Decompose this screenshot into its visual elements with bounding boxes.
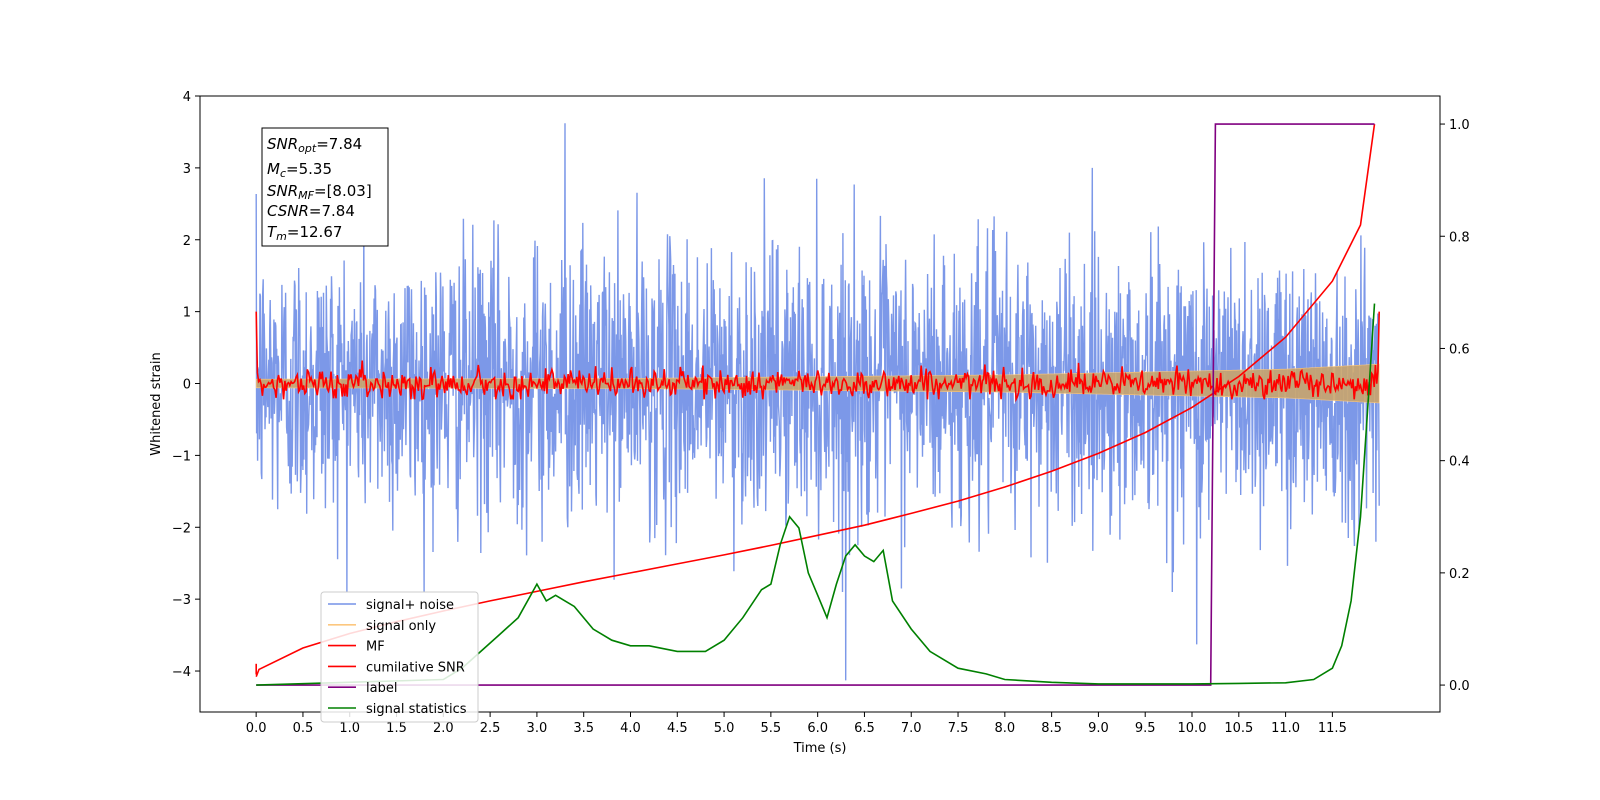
x-tick-label-1: 0.5 [293, 721, 314, 736]
y-axis-right: 1.0 0.8 0.6 0.4 0.2 0.0 [1440, 118, 1470, 694]
y-right-tick-label-4: 0.2 [1449, 567, 1470, 582]
series-signal-only [255, 363, 1380, 404]
x-tick-label-13: 6.5 [854, 721, 875, 736]
series-label [256, 123, 1375, 686]
x-tick-label-7: 3.5 [573, 721, 594, 736]
info-box-frame [261, 127, 389, 247]
y-right-tick-label-1: 0.8 [1449, 230, 1470, 245]
y-axis-left: 4 3 2 1 0 −1 −2 −3 −4 [172, 90, 200, 680]
info-box: SNRopt=7.84 Mc=5.35 SNRMF=[8.03] CSNR=7.… [261, 127, 389, 247]
x-tick-label-3: 1.5 [386, 721, 407, 736]
legend-label-signal-only: signal only [366, 619, 436, 634]
series-signal-statistics [256, 303, 1376, 686]
x-tick-label-10: 5.0 [714, 721, 735, 736]
snr-opt-annotation: SNRopt=7.84 [267, 135, 362, 155]
x-tick-label-2: 1.0 [339, 721, 360, 736]
y-left-tick-label-2: 2 [183, 234, 191, 249]
x-tick-label-15: 7.5 [948, 721, 969, 736]
y-right-tick-label-5: 0.0 [1449, 679, 1470, 694]
x-tick-label-17: 8.5 [1041, 721, 1062, 736]
x-tick-label-5: 2.5 [480, 721, 501, 736]
x-tick-label-20: 10.0 [1178, 721, 1207, 736]
legend-frame [320, 591, 479, 723]
legend-label-label: label [366, 681, 397, 696]
y-right-tick-label-3: 0.4 [1449, 455, 1470, 470]
y-left-tick-label-7: −3 [172, 593, 191, 608]
x-tick-label-9: 4.5 [667, 721, 688, 736]
series-mf [255, 311, 1380, 403]
y-left-tick-label-3: 1 [183, 306, 191, 321]
y-left-tick-label-4: 0 [183, 378, 191, 393]
csnr-annotation: CSNR=7.84 [267, 202, 355, 220]
x-tick-label-16: 8.0 [994, 721, 1015, 736]
legend: signal+ noise signal only MF cumilative SNR… [320, 591, 479, 723]
tm-annotation: Tm=12.67 [267, 223, 342, 243]
x-tick-label-19: 9.5 [1135, 721, 1156, 736]
x-tick-label-22: 11.0 [1271, 721, 1300, 736]
legend-label-signal-statistics: signal statistics [366, 702, 467, 717]
x-tick-label-12: 6.0 [807, 721, 828, 736]
legend-label-mf: MF [366, 640, 385, 655]
y-axis-label: Whitened strain [149, 352, 164, 455]
x-tick-label-21: 10.5 [1224, 721, 1253, 736]
y-left-tick-label-5: −1 [172, 449, 191, 464]
plot-frame [199, 95, 1441, 713]
mc-annotation: Mc=5.35 [267, 160, 332, 180]
y-right-tick-label-2: 0.6 [1449, 342, 1470, 357]
y-right-tick-label-0: 1.0 [1449, 118, 1470, 133]
y-left-tick-label-8: −4 [172, 665, 191, 680]
x-tick-label-4: 2.0 [433, 721, 454, 736]
x-tick-label-18: 9.0 [1088, 721, 1109, 736]
x-axis-label: Time (s) [793, 741, 847, 756]
y-left-tick-label-6: −2 [172, 521, 191, 536]
x-tick-label-14: 7.0 [901, 721, 922, 736]
x-axis: 0.0 0.5 1.0 1.5 2.0 2.5 3.0 3.5 4.0 4.5 5.0 5.5 6.0 6… [246, 712, 1347, 736]
x-tick-label-11: 5.5 [761, 721, 782, 736]
x-tick-label-6: 3.0 [527, 721, 548, 736]
legend-label-signal-noise: signal+ noise [366, 598, 454, 613]
x-tick-label-0: 0.0 [246, 721, 267, 736]
series-signal-noise [255, 123, 1380, 681]
x-tick-label-23: 11.5 [1318, 721, 1347, 736]
snr-mf-annotation: SNRMF=[8.03] [267, 182, 372, 202]
y-left-tick-label-1: 3 [183, 162, 191, 177]
x-tick-label-8: 4.0 [620, 721, 641, 736]
y-left-tick-label-0: 4 [183, 90, 191, 105]
legend-label-cumilative-snr: cumilative SNR [366, 660, 465, 675]
